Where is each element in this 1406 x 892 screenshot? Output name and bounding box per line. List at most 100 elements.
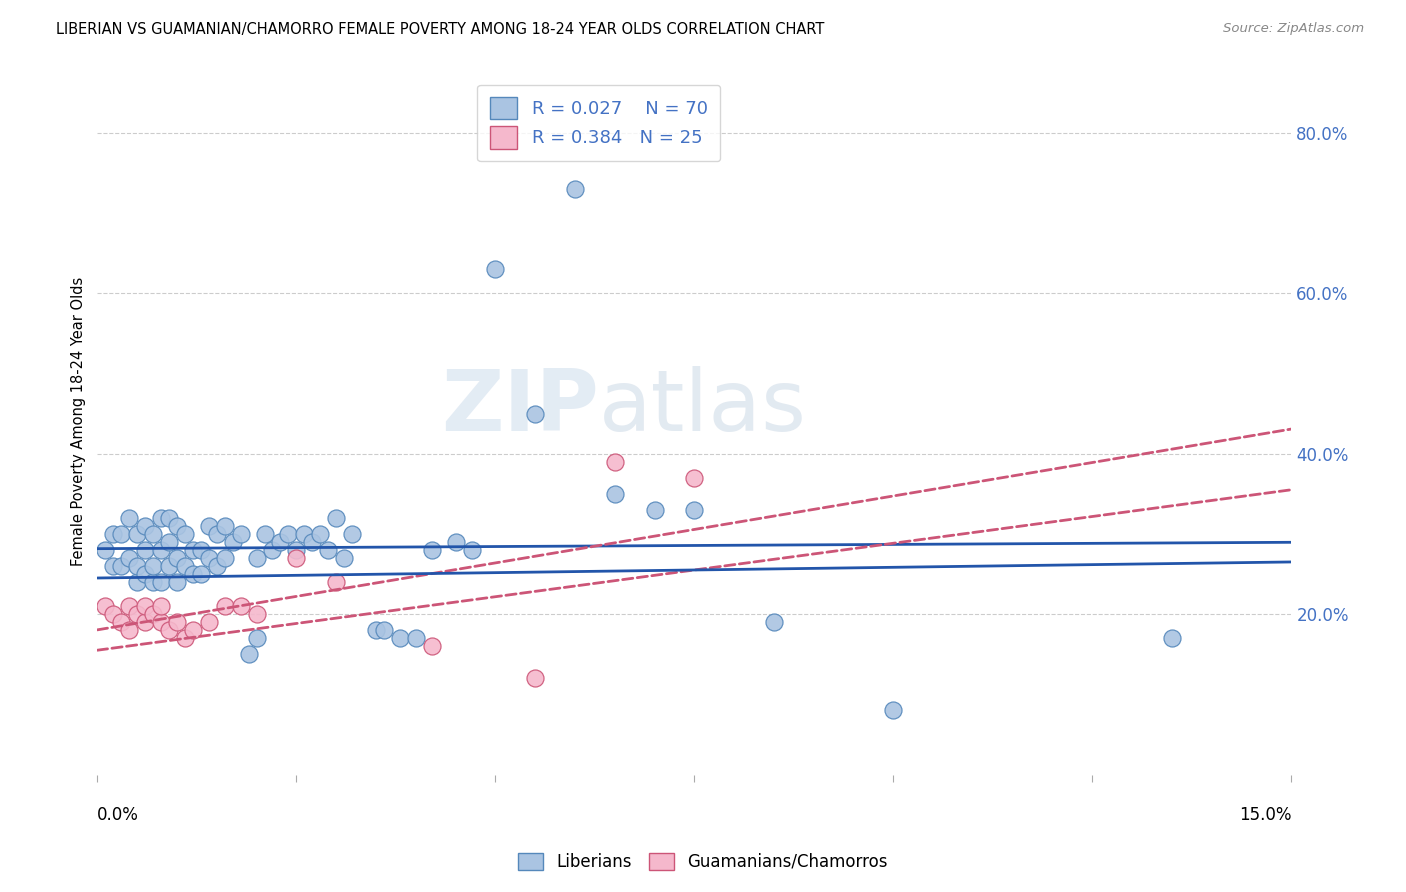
Point (134, 543, 156, 558)
Point (238, 647, 260, 661)
Point (333, 550, 356, 565)
Point (460, 543, 482, 558)
Point (198, 615, 221, 629)
Text: 15.0%: 15.0% (1239, 806, 1292, 824)
Point (1161, 631, 1184, 645)
Point (444, 535, 467, 549)
Point (166, 615, 188, 629)
Point (484, 262, 506, 277)
Point (174, 527, 197, 541)
Point (150, 511, 173, 525)
Point (150, 615, 173, 629)
Point (683, 503, 706, 517)
Point (157, 535, 180, 549)
Text: Source: ZipAtlas.com: Source: ZipAtlas.com (1223, 22, 1364, 36)
Point (388, 631, 411, 645)
Point (181, 566, 204, 581)
Point (150, 574, 173, 589)
Point (127, 574, 149, 589)
Point (103, 527, 125, 541)
Point (603, 455, 626, 469)
Point (364, 623, 387, 637)
Point (603, 487, 626, 501)
Point (309, 527, 332, 541)
Point (174, 558, 197, 573)
Point (118, 599, 141, 613)
Point (325, 511, 347, 525)
Point (262, 543, 284, 558)
Point (127, 607, 149, 621)
Point (110, 558, 132, 573)
Point (277, 527, 299, 541)
Point (134, 615, 156, 629)
Text: 0.0%: 0.0% (97, 806, 139, 824)
Point (181, 623, 204, 637)
Point (405, 631, 427, 645)
Point (198, 519, 221, 533)
Point (285, 550, 308, 565)
Point (245, 550, 267, 565)
Point (524, 671, 547, 685)
Point (253, 527, 276, 541)
Point (214, 550, 236, 565)
Point (214, 519, 236, 533)
Point (524, 407, 547, 421)
Point (420, 543, 443, 558)
Point (110, 527, 132, 541)
Y-axis label: Female Poverty Among 18-24 Year Olds: Female Poverty Among 18-24 Year Olds (72, 277, 86, 566)
Point (205, 558, 228, 573)
Point (94, 599, 117, 613)
Point (763, 615, 786, 629)
Point (373, 623, 395, 637)
Point (245, 631, 267, 645)
Point (118, 623, 141, 637)
Point (190, 566, 212, 581)
Point (181, 543, 204, 558)
Point (420, 639, 443, 653)
Point (134, 599, 156, 613)
Point (221, 535, 243, 549)
Point (301, 535, 323, 549)
Text: atlas: atlas (599, 366, 807, 449)
Point (150, 599, 173, 613)
Point (134, 519, 156, 533)
Point (174, 631, 197, 645)
Point (198, 550, 221, 565)
Point (285, 543, 308, 558)
Text: ZIP: ZIP (441, 366, 599, 449)
Point (340, 527, 363, 541)
Point (214, 599, 236, 613)
Point (157, 511, 180, 525)
Point (229, 527, 252, 541)
Point (94, 543, 117, 558)
Point (166, 574, 188, 589)
Point (292, 527, 315, 541)
Point (142, 574, 165, 589)
Point (157, 623, 180, 637)
Point (269, 535, 291, 549)
Point (166, 550, 188, 565)
Point (683, 471, 706, 485)
Point (564, 182, 586, 196)
Point (103, 607, 125, 621)
Point (325, 574, 347, 589)
Point (142, 607, 165, 621)
Point (118, 511, 141, 525)
Point (882, 703, 904, 717)
Point (118, 550, 141, 565)
Legend: R = 0.027    N = 70, R = 0.384   N = 25: R = 0.027 N = 70, R = 0.384 N = 25 (478, 85, 720, 161)
Point (190, 543, 212, 558)
Point (316, 543, 339, 558)
Point (142, 558, 165, 573)
Point (142, 527, 165, 541)
Point (127, 527, 149, 541)
Point (205, 527, 228, 541)
Point (229, 599, 252, 613)
Point (127, 558, 149, 573)
Point (157, 558, 180, 573)
Point (110, 615, 132, 629)
Text: LIBERIAN VS GUAMANIAN/CHAMORRO FEMALE POVERTY AMONG 18-24 YEAR OLDS CORRELATION : LIBERIAN VS GUAMANIAN/CHAMORRO FEMALE PO… (56, 22, 824, 37)
Legend: Liberians, Guamanians/Chamorros: Liberians, Guamanians/Chamorros (510, 845, 896, 880)
Point (134, 566, 156, 581)
Point (166, 519, 188, 533)
